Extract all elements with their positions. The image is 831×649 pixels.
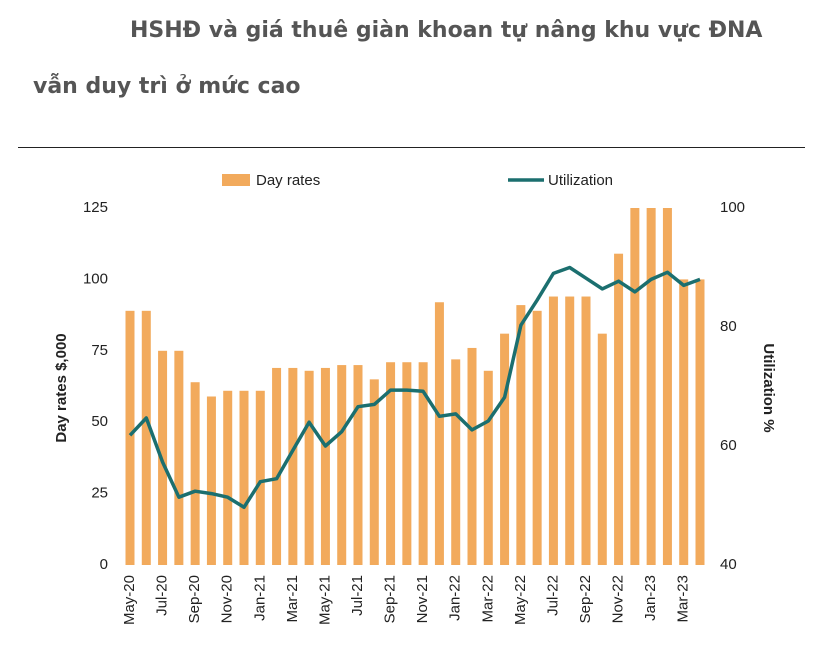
x-tick-label: Sep-20 bbox=[186, 575, 203, 623]
bar bbox=[646, 208, 656, 565]
y2-axis-title: Utilization % bbox=[760, 343, 777, 432]
y-tick-label: 100 bbox=[83, 270, 108, 287]
x-tick-label: Jan-23 bbox=[642, 575, 659, 621]
line bbox=[128, 265, 701, 510]
bar bbox=[679, 279, 689, 565]
y2-tick-label: 40 bbox=[720, 556, 737, 573]
legend-label: Day rates bbox=[256, 172, 320, 189]
x-tick-label: Jan-22 bbox=[447, 575, 464, 621]
x-tick-label: Mar-21 bbox=[284, 575, 301, 623]
bar bbox=[272, 367, 282, 565]
legend-label: Utilization bbox=[548, 172, 613, 189]
divider bbox=[18, 147, 805, 148]
heading-line: HSHĐ và giá thuê giàn khoan tự nâng khu … bbox=[130, 18, 763, 43]
x-tick-label: Mar-23 bbox=[675, 575, 692, 623]
bar bbox=[630, 208, 640, 565]
bar bbox=[418, 362, 428, 565]
bar bbox=[239, 390, 249, 565]
y2-tick-label: 60 bbox=[720, 437, 737, 454]
bar bbox=[532, 310, 542, 565]
x-tick-label: Nov-22 bbox=[610, 575, 627, 623]
bar bbox=[614, 253, 624, 566]
bar bbox=[434, 302, 444, 565]
x-tick-label: Jul-20 bbox=[154, 575, 171, 616]
bar bbox=[581, 296, 591, 565]
bar bbox=[565, 296, 575, 565]
bar bbox=[255, 390, 265, 565]
y2-tick-label: 80 bbox=[720, 318, 737, 335]
bar bbox=[500, 333, 510, 565]
bar bbox=[125, 310, 135, 565]
y-tick-label: 50 bbox=[91, 413, 108, 430]
bar bbox=[337, 365, 347, 565]
bar bbox=[451, 359, 461, 565]
bar bbox=[174, 350, 184, 565]
x-tick-label: Nov-20 bbox=[219, 575, 236, 623]
bar bbox=[369, 379, 379, 565]
bar bbox=[304, 370, 314, 565]
bar bbox=[190, 382, 200, 565]
x-tick-label: May-20 bbox=[121, 575, 138, 625]
y-tick-label: 125 bbox=[83, 199, 108, 216]
bar bbox=[223, 390, 233, 565]
y-tick-label: 25 bbox=[91, 485, 108, 502]
x-tick-label: May-22 bbox=[512, 575, 529, 625]
bar bbox=[662, 208, 672, 565]
bar bbox=[141, 310, 151, 565]
bar bbox=[353, 365, 363, 565]
heading-line: vẫn duy trì ở mức cao bbox=[33, 74, 301, 99]
bar bbox=[483, 370, 493, 565]
bar bbox=[695, 279, 705, 565]
y2-tick-label: 100 bbox=[720, 199, 745, 216]
bar bbox=[320, 367, 330, 565]
x-tick-label: Jul-21 bbox=[349, 575, 366, 616]
y-axis-title: Day rates $,000 bbox=[53, 333, 70, 442]
legend-swatch bbox=[222, 174, 250, 186]
x-tick-label: Jan-21 bbox=[251, 575, 268, 621]
y-tick-label: 75 bbox=[91, 342, 108, 359]
y-tick-label: 0 bbox=[100, 556, 108, 573]
bar bbox=[548, 296, 558, 565]
bar bbox=[402, 362, 412, 565]
bar bbox=[467, 347, 477, 565]
bar bbox=[288, 367, 298, 565]
bar bbox=[206, 396, 216, 565]
bar bbox=[386, 362, 396, 565]
bar bbox=[516, 305, 526, 565]
bar bbox=[597, 333, 607, 565]
x-tick-label: Sep-22 bbox=[577, 575, 594, 623]
x-tick-label: Jul-22 bbox=[544, 575, 561, 616]
x-tick-label: Sep-21 bbox=[382, 575, 399, 623]
x-tick-label: May-21 bbox=[316, 575, 333, 625]
x-tick-label: Nov-21 bbox=[414, 575, 431, 623]
x-tick-label: Mar-22 bbox=[479, 575, 496, 623]
